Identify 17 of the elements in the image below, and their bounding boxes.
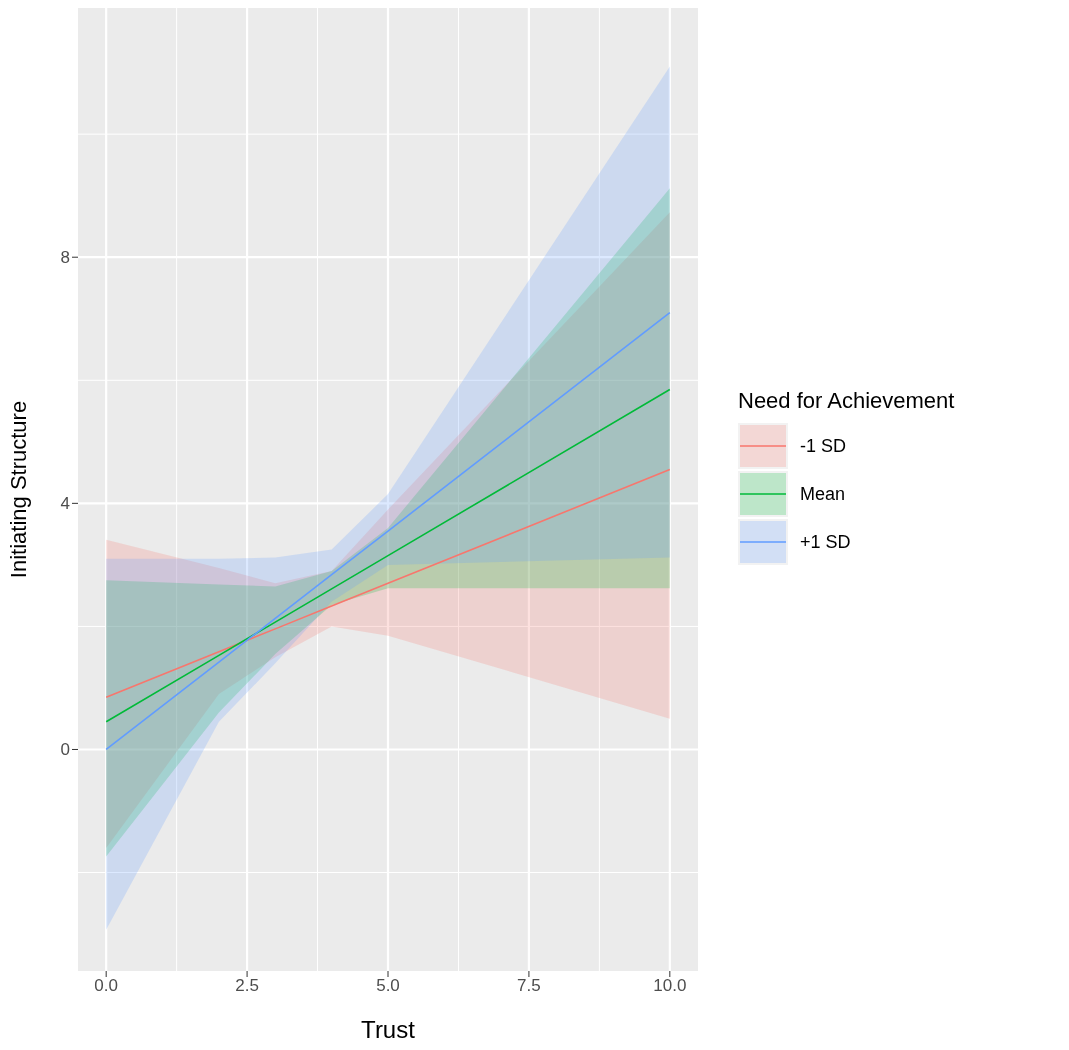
legend-label: -1 SD (800, 435, 847, 457)
legend-label: +1 SD (800, 531, 851, 553)
legend-label: Mean (800, 483, 846, 505)
y-axis-title: Initiating Structure (5, 400, 31, 579)
x-tick-label: 0.0 (94, 976, 118, 996)
line-series (105, 311, 671, 751)
y-tick-label: 4 (60, 494, 70, 514)
x-tick-label: 7.5 (517, 976, 541, 996)
x-tick-label: 5.0 (376, 976, 400, 996)
x-axis-title: Trust (361, 1016, 416, 1043)
legend-title: Need for Achievement (738, 388, 955, 414)
line-series (105, 468, 671, 698)
y-tick-label: 0 (60, 740, 70, 760)
y-tick-label: 8 (60, 248, 70, 268)
x-tick-label: 10.0 (653, 976, 687, 996)
x-tick-label: 2.5 (235, 976, 259, 996)
line-series (105, 388, 671, 723)
